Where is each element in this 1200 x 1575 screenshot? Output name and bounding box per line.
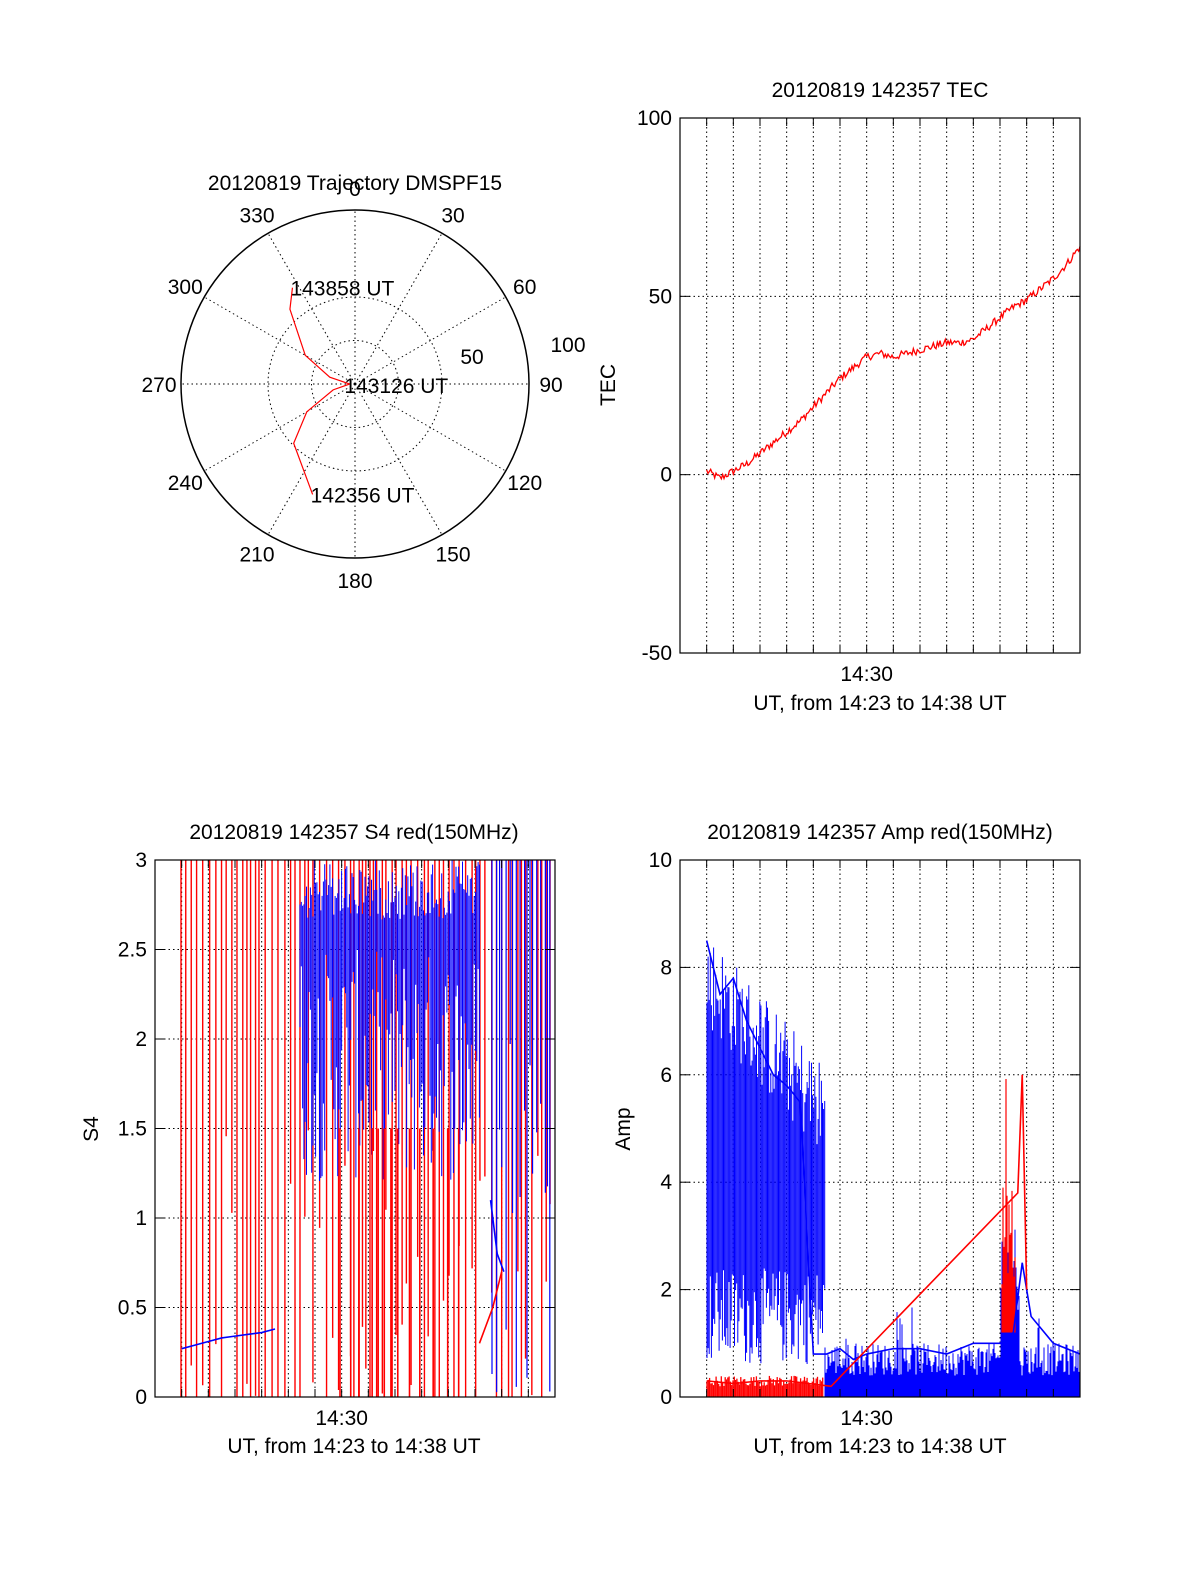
y-tick-label: 50 xyxy=(649,285,672,308)
polar-angle-label: 150 xyxy=(435,544,470,567)
series-line xyxy=(181,1328,276,1350)
y-tick-label: 0 xyxy=(660,464,672,487)
amp-title: 20120819 142357 Amp red(150MHz) xyxy=(707,821,1053,844)
trajectory-annotations: 142356 UT 143126 UT 143858 UT xyxy=(290,278,448,508)
tec-data xyxy=(706,246,1081,481)
y-tick-label: 3 xyxy=(135,849,147,872)
series-line xyxy=(478,1271,503,1344)
s4-chart: 20120819 142357 S4 red(150MHz) 0 0.5 1 1.5 2… xyxy=(80,821,556,1458)
trajectory-time-label: 143126 UT xyxy=(344,375,448,398)
amp-chart: 20120819 142357 Amp red(150MHz) 0 2 4 6 8 10 1… xyxy=(612,821,1081,1458)
series-line xyxy=(706,1074,1028,1388)
polar-outer-circle xyxy=(180,209,530,559)
tec-ylabel: TEC xyxy=(597,364,620,406)
polar-spoke xyxy=(354,296,506,385)
tec-frame xyxy=(679,117,1081,654)
polar-angle-label: 300 xyxy=(168,276,203,299)
polar-angle-label: 210 xyxy=(239,544,274,567)
polar-angle-label: 270 xyxy=(141,374,176,397)
amp-ticks: 0 2 4 6 8 10 14:30 xyxy=(649,849,1080,1430)
polar-angle-label: 90 xyxy=(539,374,562,397)
y-tick-label: 10 xyxy=(649,849,672,872)
y-tick-label: 8 xyxy=(660,956,672,979)
trajectory-time-label: 143858 UT xyxy=(290,278,394,301)
polar-angle-label: 120 xyxy=(507,472,542,495)
trajectory-polar-chart: 20120819 Trajectory DMSPF15 0 30 60 90 120 15… xyxy=(141,172,585,593)
y-tick-label: 1 xyxy=(135,1207,147,1230)
y-tick-label: 2 xyxy=(135,1028,147,1051)
polar-angle-label: 60 xyxy=(513,276,536,299)
polar-angle-label: 240 xyxy=(168,472,203,495)
x-tick-label: 14:30 xyxy=(315,1407,368,1430)
polar-spoke xyxy=(204,383,356,472)
tec-ticks: -50 0 50 100 14:30 xyxy=(637,107,1080,686)
series-line xyxy=(705,940,1081,1361)
s4-title: 20120819 142357 S4 red(150MHz) xyxy=(189,821,518,844)
trajectory-track xyxy=(289,287,352,495)
amp-noise xyxy=(706,947,1080,1397)
polar-angle-label: 0 xyxy=(349,178,361,201)
series-line xyxy=(489,1200,505,1272)
radial-label-50: 50 xyxy=(460,346,483,369)
s4-xlabel: UT, from 14:23 to 14:38 UT xyxy=(227,1435,480,1458)
polar-angle-label: 30 xyxy=(441,204,464,227)
s4-data xyxy=(181,1200,505,1350)
y-tick-label: 0 xyxy=(135,1386,147,1409)
x-tick-label: 14:30 xyxy=(840,1407,893,1430)
polar-angle-labels: 0 30 60 90 120 150 180 210 240 270 300 330 xyxy=(141,178,562,593)
tec-title: 20120819 142357 TEC xyxy=(772,79,989,102)
polar-spoke xyxy=(267,383,356,535)
s4-ylabel: S4 xyxy=(80,1116,103,1142)
y-tick-label: 4 xyxy=(660,1171,672,1194)
trajectory-title: 20120819 Trajectory DMSPF15 xyxy=(208,172,502,195)
tec-series-line xyxy=(706,246,1081,481)
amp-xlabel: UT, from 14:23 to 14:38 UT xyxy=(753,1435,1006,1458)
radial-label-100: 100 xyxy=(550,334,585,357)
amp-ylabel: Amp xyxy=(612,1107,635,1150)
y-tick-label: 2.5 xyxy=(118,939,147,962)
y-tick-label: 1.5 xyxy=(118,1118,147,1141)
amp-frame xyxy=(679,859,1081,1398)
trajectory-time-label: 142356 UT xyxy=(311,484,415,507)
polar-angle-label: 180 xyxy=(337,570,372,593)
y-tick-label: 6 xyxy=(660,1064,672,1087)
polar-spoke xyxy=(354,383,506,472)
y-tick-label: 2 xyxy=(660,1279,672,1302)
y-tick-label: 100 xyxy=(637,107,672,130)
s4-ticks: 0 0.5 1 1.5 2 2.5 3 14:30 xyxy=(118,849,555,1430)
polar-spoke xyxy=(354,233,443,385)
y-tick-label: 0 xyxy=(660,1386,672,1409)
polar-angle-label: 330 xyxy=(239,204,274,227)
polar-grid xyxy=(180,209,530,559)
y-tick-label: -50 xyxy=(642,642,672,665)
tec-grid xyxy=(680,118,1080,653)
tec-xlabel: UT, from 14:23 to 14:38 UT xyxy=(753,692,1006,715)
s4-noise-bars xyxy=(180,860,551,1397)
amp-data xyxy=(705,940,1081,1388)
polar-spoke xyxy=(204,296,356,385)
x-tick-label: 14:30 xyxy=(840,663,893,686)
polar-spoke xyxy=(354,383,443,535)
tec-chart: 20120819 142357 TEC -50 0 50 100 14:30 TEC U… xyxy=(597,79,1081,715)
polar-ring xyxy=(311,340,399,428)
y-tick-label: 0.5 xyxy=(118,1297,147,1320)
s4-grid xyxy=(155,860,555,1397)
polar-spoke xyxy=(267,233,356,385)
